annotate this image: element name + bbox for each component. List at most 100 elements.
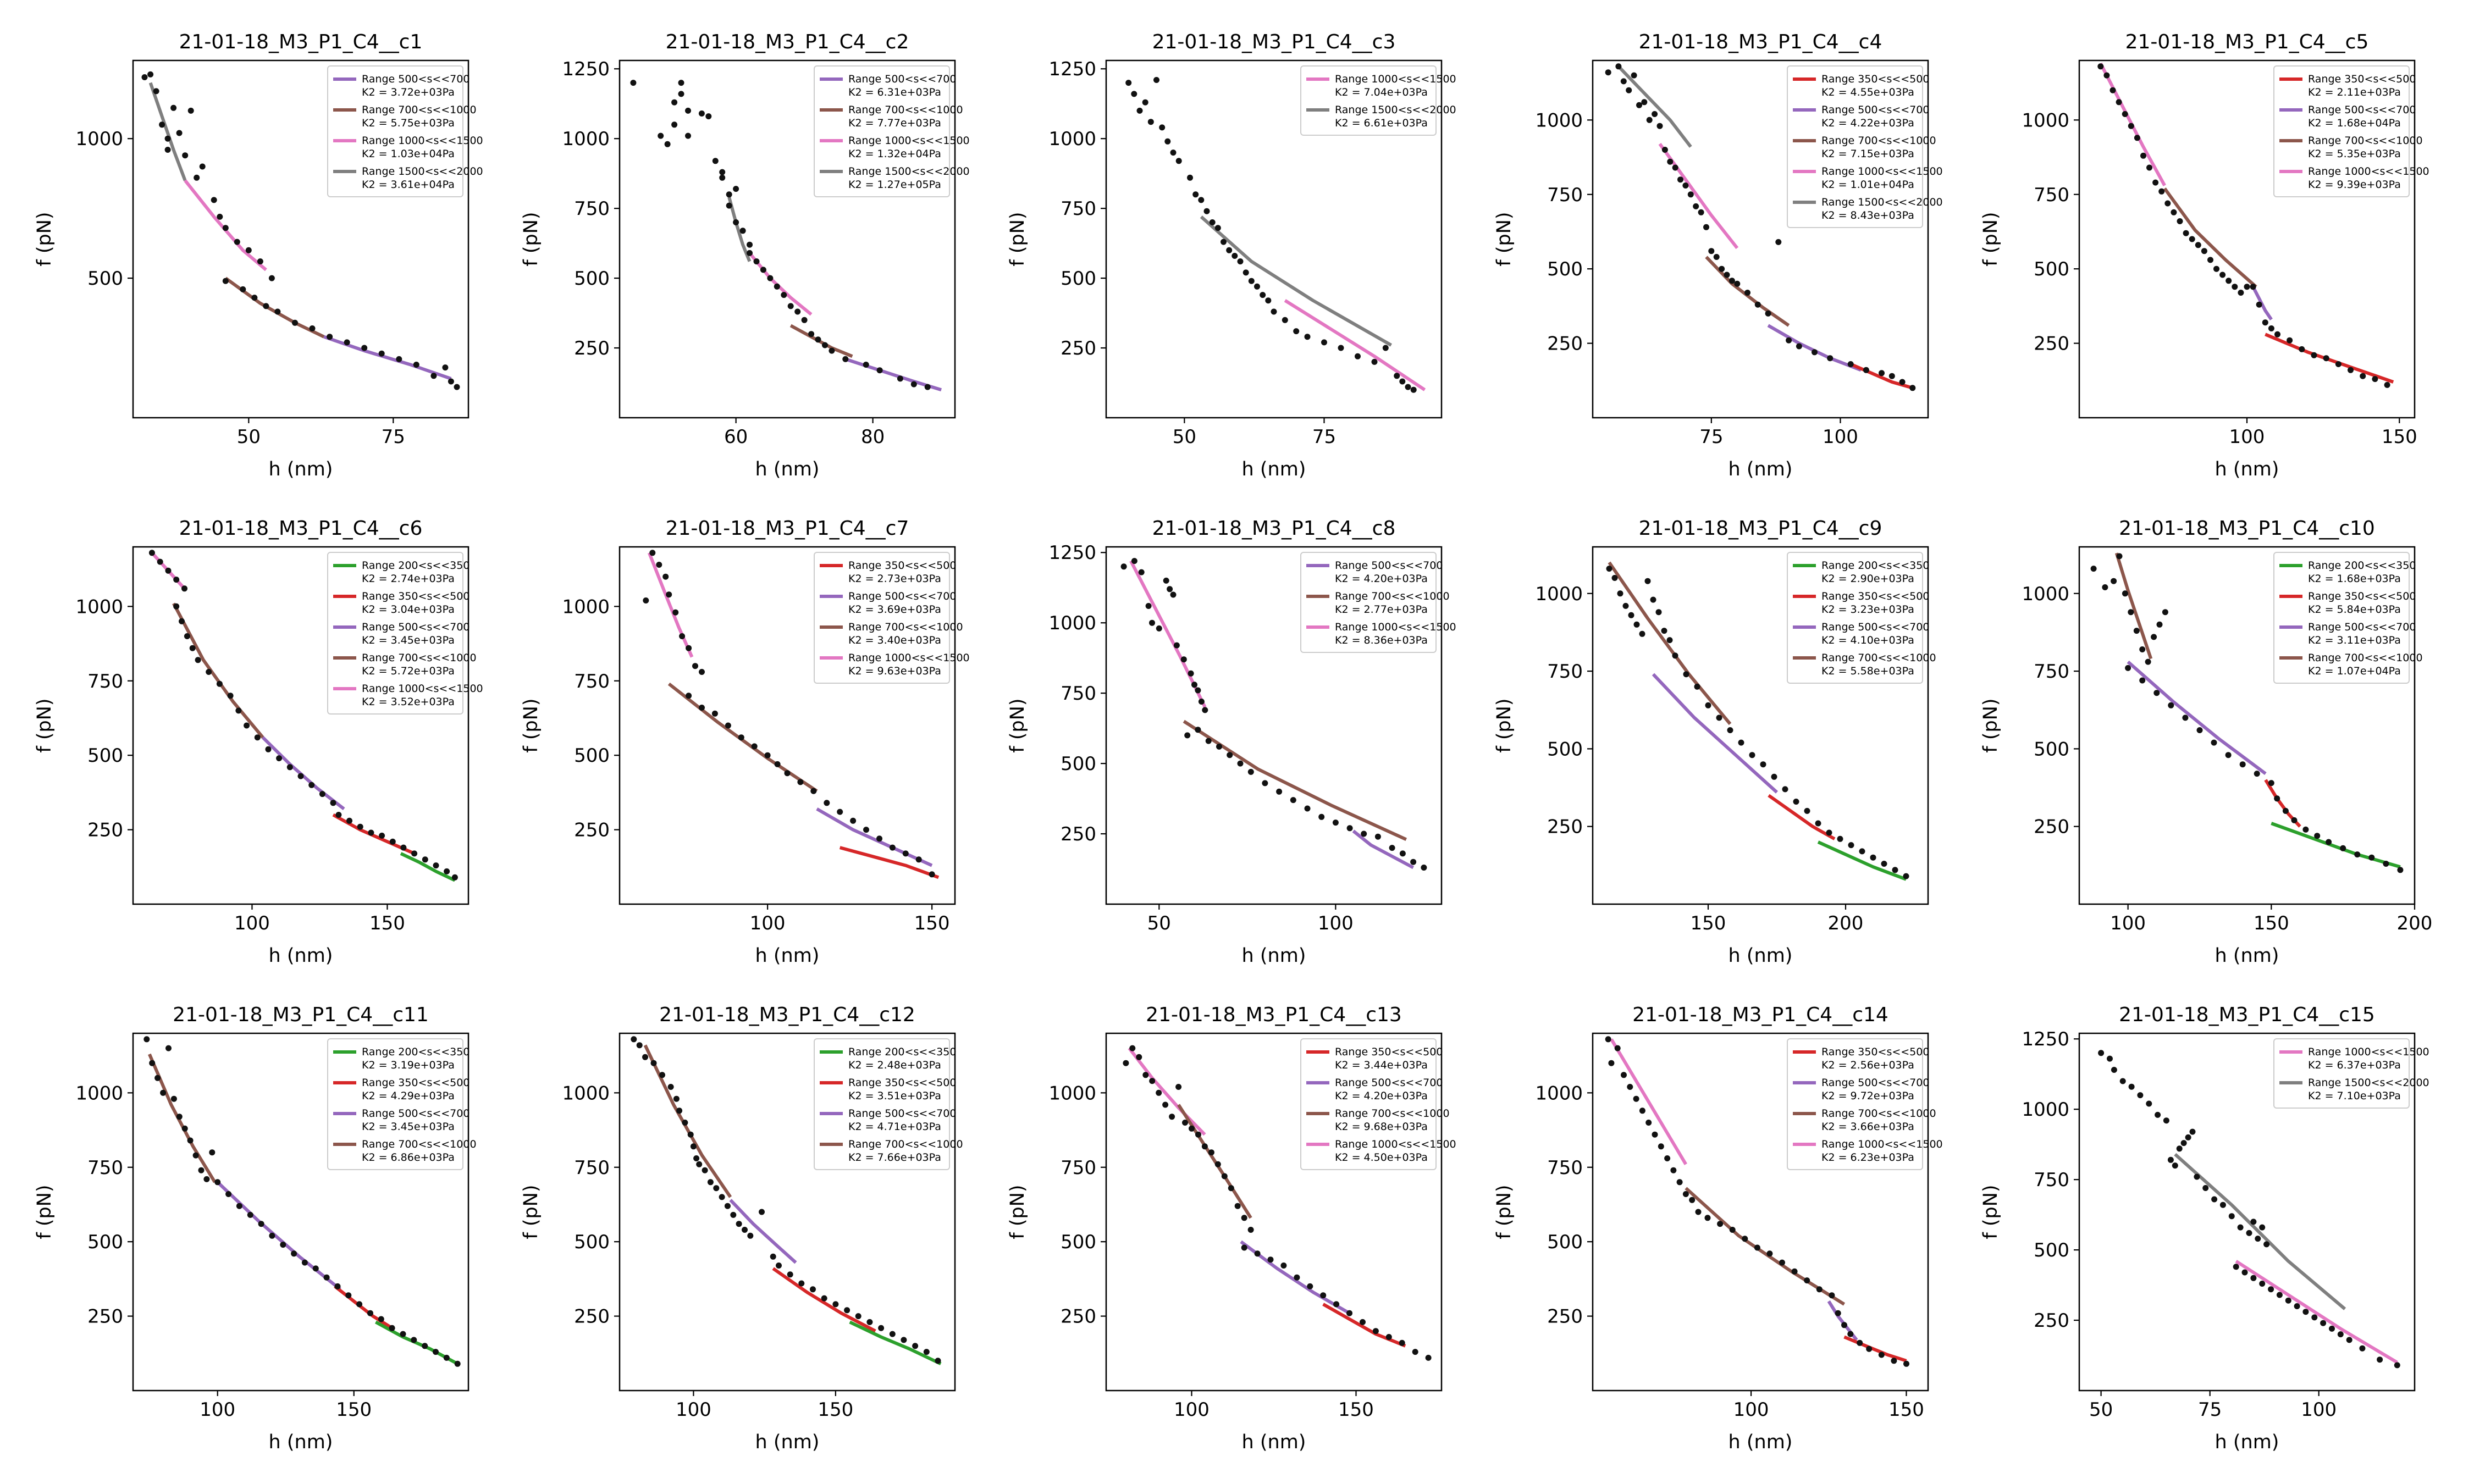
data-point bbox=[1656, 123, 1663, 129]
y-tick-label: 500 bbox=[1547, 258, 1583, 280]
data-point bbox=[148, 550, 155, 556]
data-point bbox=[1202, 707, 1208, 713]
data-point bbox=[308, 782, 315, 788]
data-point bbox=[199, 163, 206, 170]
data-point bbox=[254, 734, 261, 741]
data-point bbox=[1136, 1054, 1142, 1060]
legend-label: Range 1500<s<<2000 bbox=[1335, 104, 1456, 116]
legend-label: Range 500<s<<700 bbox=[362, 621, 470, 633]
legend-k2: K2 = 5.35e+03Pa bbox=[2308, 148, 2401, 160]
data-point bbox=[2259, 1224, 2266, 1231]
data-point bbox=[815, 336, 821, 343]
data-point bbox=[759, 1209, 765, 1215]
data-point bbox=[2102, 584, 2108, 590]
chart-title: 21-01-18_M3_P1_C4__c14 bbox=[1632, 1004, 1888, 1026]
legend-k2: K2 = 9.63e+03Pa bbox=[848, 665, 941, 677]
chart-title: 21-01-18_M3_P1_C4__c11 bbox=[173, 1004, 429, 1026]
data-point bbox=[1870, 854, 1876, 861]
chart-panel: 21-01-18_M3_P1_C4__c5 100 150 250 500 750 1000… bbox=[1946, 0, 2441, 495]
data-point bbox=[2119, 1078, 2126, 1084]
y-tick-label: 1000 bbox=[1535, 583, 1583, 605]
data-point bbox=[1749, 752, 1755, 758]
fit-line bbox=[729, 1199, 797, 1264]
legend-label: Range 350<s<<500 bbox=[2308, 73, 2416, 85]
data-point bbox=[1394, 373, 1400, 379]
x-tick-label: 100 bbox=[200, 1399, 235, 1421]
data-point bbox=[1857, 1339, 1863, 1346]
legend-k2: K2 = 4.10e+03Pa bbox=[1821, 634, 1914, 646]
data-point bbox=[1881, 861, 1887, 867]
data-point bbox=[690, 1143, 697, 1150]
data-point bbox=[147, 71, 154, 77]
legend-k2: K2 = 4.29e+03Pa bbox=[362, 1090, 455, 1102]
chart-title: 21-01-18_M3_P1_C4__c5 bbox=[2125, 31, 2369, 53]
y-tick-label: 750 bbox=[574, 198, 610, 220]
data-point bbox=[2359, 1345, 2366, 1352]
chart-svg: 21-01-18_M3_P1_C4__c14 100 150 250 500 750 100… bbox=[1493, 1004, 1943, 1453]
data-point bbox=[1188, 670, 1194, 677]
data-point bbox=[692, 663, 698, 669]
legend-k2: K2 = 5.58e+03Pa bbox=[1821, 665, 1914, 677]
data-point bbox=[2255, 1236, 2261, 1242]
y-tick-label: 750 bbox=[2034, 1169, 2069, 1191]
data-point bbox=[173, 603, 180, 610]
data-point bbox=[747, 250, 753, 256]
fit-line bbox=[2127, 660, 2267, 776]
fit-line bbox=[148, 82, 187, 181]
data-point bbox=[1734, 280, 1741, 287]
y-tick-label: 250 bbox=[2034, 333, 2069, 355]
data-point bbox=[2384, 381, 2390, 388]
data-point bbox=[832, 1301, 839, 1308]
legend-k2: K2 = 7.66e+03Pa bbox=[848, 1151, 941, 1164]
data-point bbox=[725, 722, 731, 729]
data-point bbox=[1227, 752, 1233, 758]
legend-k2: K2 = 1.27e+05Pa bbox=[848, 179, 941, 191]
y-tick-label: 500 bbox=[1547, 1231, 1583, 1253]
data-point bbox=[1633, 1095, 1639, 1102]
data-point bbox=[164, 135, 171, 142]
x-tick-label: 200 bbox=[2397, 912, 2433, 934]
data-point bbox=[378, 1316, 384, 1322]
legend-k2: K2 = 3.04e+03Pa bbox=[362, 603, 455, 616]
data-point bbox=[1687, 191, 1694, 198]
legend-label: Range 700<s<<1000 bbox=[1821, 1108, 1936, 1120]
y-tick-label: 750 bbox=[1061, 1157, 1096, 1179]
x-tick-label: 50 bbox=[2089, 1399, 2113, 1421]
plot-area bbox=[2098, 1050, 2400, 1369]
data-point bbox=[2299, 346, 2305, 352]
legend-label: Range 1000<s<<1500 bbox=[1335, 1138, 1456, 1150]
data-point bbox=[179, 618, 185, 624]
y-tick-label: 1000 bbox=[562, 596, 610, 618]
y-tick-label: 750 bbox=[1061, 198, 1096, 220]
data-point bbox=[2109, 87, 2116, 93]
data-point bbox=[719, 174, 726, 181]
legend-frame bbox=[1300, 65, 1437, 136]
x-tick-label: 100 bbox=[1733, 1399, 1769, 1421]
data-point bbox=[2103, 72, 2110, 79]
data-point bbox=[1267, 1256, 1274, 1263]
x-axis-label: h (nm) bbox=[269, 1431, 333, 1453]
chart-title: 21-01-18_M3_P1_C4__c12 bbox=[659, 1004, 915, 1026]
data-point bbox=[2202, 1185, 2209, 1191]
fit-line bbox=[1617, 65, 1692, 148]
data-point bbox=[2263, 1241, 2270, 1248]
data-point bbox=[389, 1325, 395, 1331]
data-point bbox=[924, 384, 931, 390]
legend-k2: K2 = 1.01e+04Pa bbox=[1821, 179, 1914, 191]
data-point bbox=[1120, 563, 1127, 570]
legend-label: Range 350<s<<500 bbox=[848, 560, 956, 572]
y-tick-label: 750 bbox=[87, 1157, 123, 1179]
data-point bbox=[1129, 1045, 1136, 1051]
chart-panel: 21-01-18_M3_P1_C4__c7 100 150 250 500 750 1000… bbox=[487, 486, 981, 981]
plot-area bbox=[1606, 561, 1909, 881]
chart-svg: 21-01-18_M3_P1_C4__c3 50 75 250 500 750 1000 12… bbox=[1007, 31, 1456, 480]
data-point bbox=[274, 308, 281, 315]
data-point bbox=[2394, 1362, 2400, 1369]
x-tick-label: 150 bbox=[1888, 1399, 1924, 1421]
data-point bbox=[1899, 379, 1906, 385]
data-point bbox=[808, 331, 815, 337]
data-point bbox=[335, 812, 342, 818]
data-point bbox=[1617, 590, 1623, 597]
